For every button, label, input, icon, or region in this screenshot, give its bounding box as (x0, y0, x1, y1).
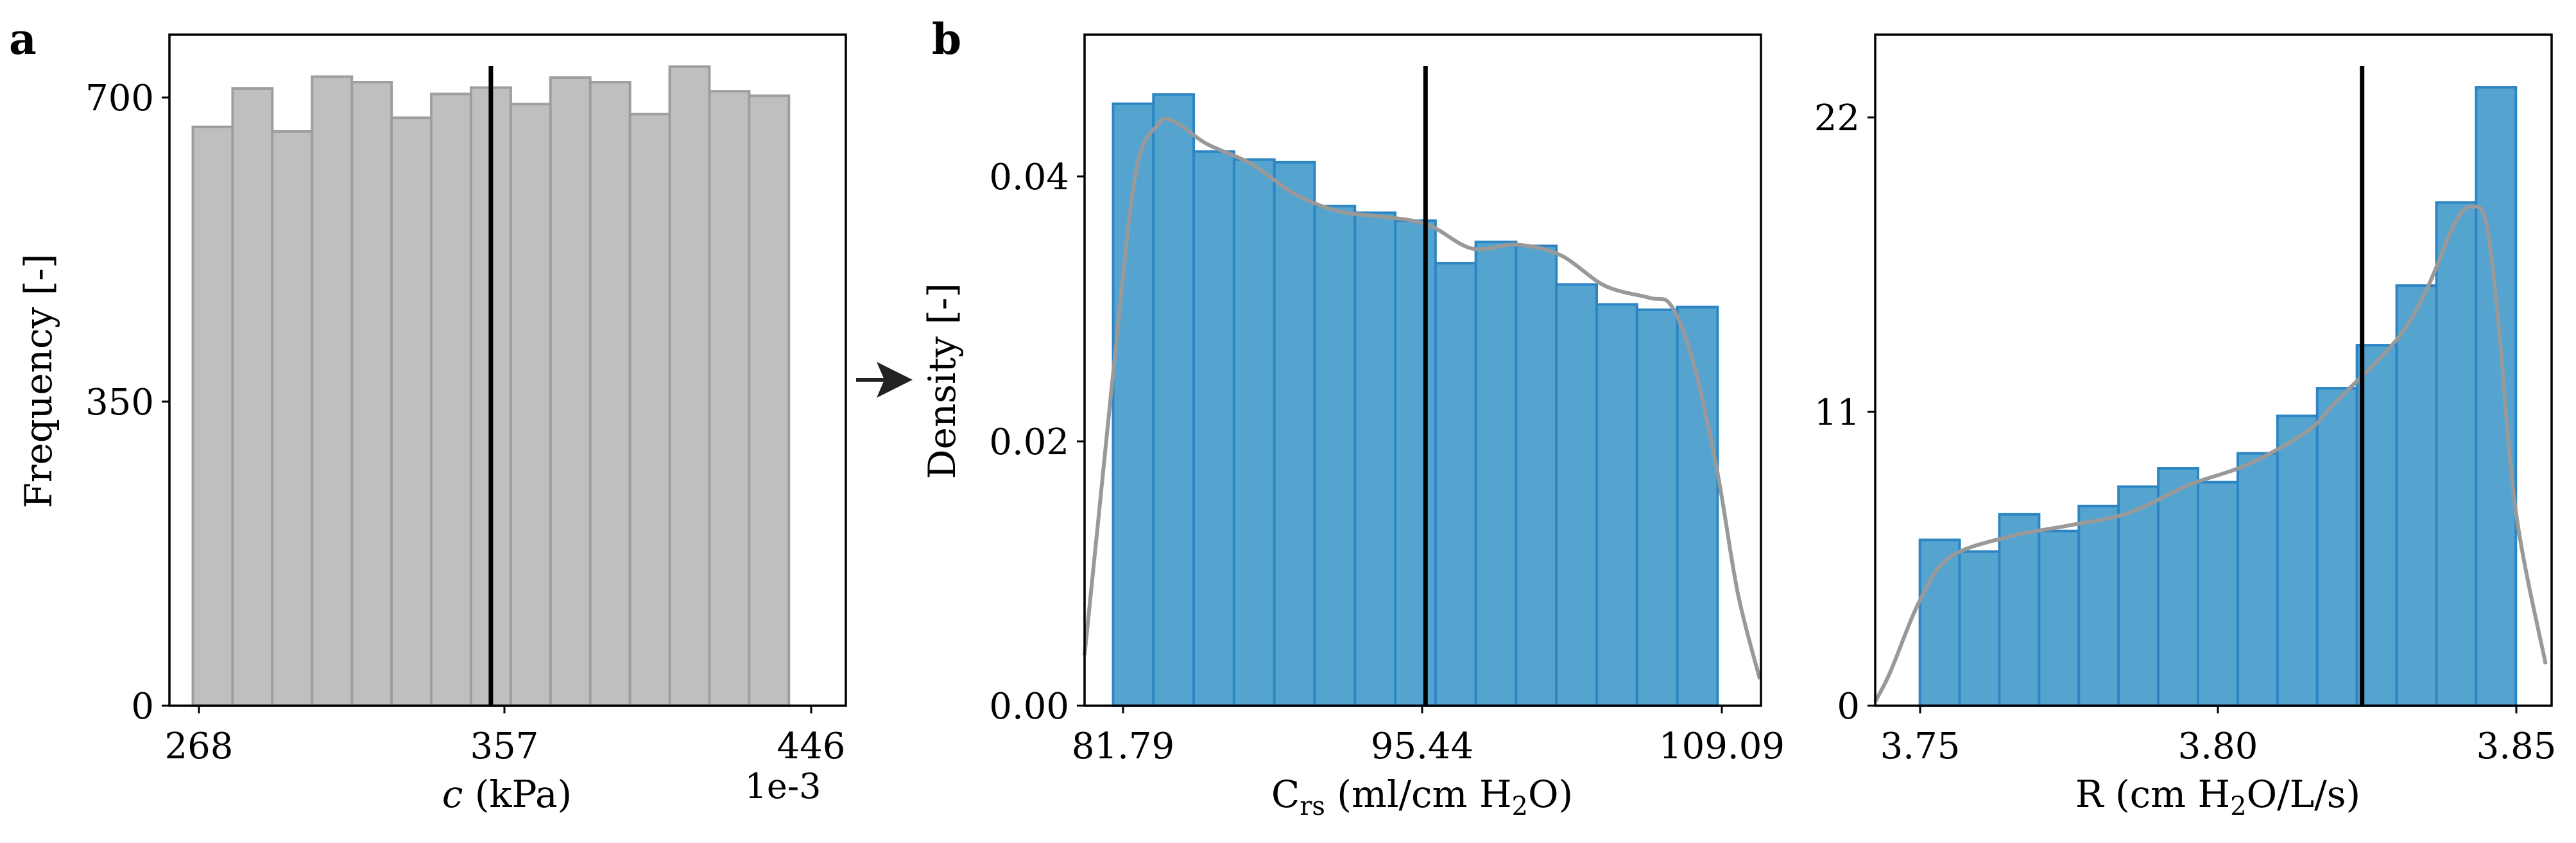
chart-c-bar (2077, 504, 2120, 707)
chart-b-bar (1152, 93, 1196, 707)
panel-letter-a: a (9, 14, 37, 64)
chart-b-xlabel-sub: rs (1300, 792, 1325, 821)
chart-a-xtick-label: 357 (470, 726, 539, 767)
chart-a-ytick-label: 0 (131, 686, 154, 728)
chart-c-bar (2236, 452, 2279, 707)
chart-b-ytick-label: 0.04 (989, 157, 1069, 198)
chart-b-xlabel-part: (ml/cm H (1325, 772, 1512, 816)
chart-c-xtick-label: 3.80 (2178, 726, 2258, 767)
chart-b-bar (1595, 303, 1638, 707)
chart-b-bar (1676, 305, 1719, 707)
chart-c-bar (2038, 529, 2081, 707)
chart-b-ytick-label: 0.02 (989, 422, 1069, 463)
chart-c-bar (2475, 86, 2518, 707)
chart-a-bar (390, 116, 433, 707)
chart-c-bar (2197, 481, 2239, 707)
chart-b-bar (1232, 158, 1276, 707)
chart-c-ytick-label: 0 (1837, 686, 1860, 728)
chart-c-xlabel-part: O/L/s) (2247, 772, 2361, 816)
chart-a: 0 350 700 268 357 446 1e-3 c (kPa) Frequ… (17, 33, 847, 816)
chart-b-bar (1273, 160, 1316, 707)
chart-c-bar (2435, 201, 2478, 707)
chart-c-bar (2395, 284, 2438, 707)
chart-b-xlabel-part: C (1271, 772, 1300, 816)
chart-c-ytick-label: 11 (1814, 392, 1860, 434)
chart-c-bar (2315, 387, 2358, 707)
chart-c-frame (1874, 33, 2553, 707)
chart-b-xtick-label: 81.79 (1072, 726, 1174, 767)
chart-c-xlabel-part: R (cm H (2075, 772, 2230, 816)
chart-c-bar (1998, 513, 2041, 707)
chart-c-bar (1958, 550, 2001, 707)
chart-c-bars (1918, 86, 2518, 707)
chart-a-bar (231, 87, 274, 708)
chart-a-xtick-label: 446 (777, 726, 846, 767)
chart-b-ytick-label: 0.00 (989, 686, 1069, 728)
chart-a-bar (668, 65, 711, 708)
arrow-icon (856, 362, 913, 398)
chart-a-bar (271, 130, 314, 708)
chart-c-bar (2157, 467, 2200, 707)
chart-b-xtick-label: 109.09 (1659, 726, 1785, 767)
chart-c-xlabel: R (cm H2O/L/s) (2075, 772, 2360, 821)
chart-a-bar (549, 76, 592, 707)
chart-a-xlabel: c (kPa) (442, 772, 572, 816)
chart-b-bars (1112, 93, 1719, 708)
chart-b-kde-line (1083, 116, 1762, 680)
chart-b-xlabel-part: O) (1528, 772, 1573, 816)
chart-a-xlabel-var: c (442, 772, 463, 816)
chart-b-bar (1313, 205, 1357, 707)
chart-a-ylabel: Frequency [-] (17, 254, 60, 509)
chart-b-bar (1353, 211, 1397, 707)
chart-c-ytick-label: 22 (1814, 98, 1860, 139)
chart-a-bar (430, 92, 472, 707)
chart-b-bar (1635, 308, 1679, 708)
chart-a-ytick-label: 700 (85, 78, 154, 119)
chart-a-bar (311, 75, 354, 708)
chart-b-ylabel: Density [-] (920, 283, 964, 479)
chart-b-bar (1394, 219, 1437, 707)
chart-a-xtick-label: 268 (165, 726, 234, 767)
chart-a-bar (509, 103, 552, 707)
chart-b-bar (1515, 244, 1558, 707)
chart-a-frame (168, 33, 847, 707)
chart-a-ytick-label: 350 (85, 382, 154, 423)
chart-b-bar (1434, 262, 1477, 707)
chart-b-xtick-label: 95.44 (1371, 726, 1473, 767)
chart-b-xlabel: Crs (ml/cm H2O) (1271, 772, 1573, 821)
chart-c: 0 11 22 3.75 3.80 3.85 R (cm H2O/L/s) (1814, 33, 2557, 821)
panel-letter-b: b (932, 14, 961, 64)
chart-b-bar (1555, 283, 1599, 707)
chart-a-offset-label: 1e-3 (745, 766, 821, 806)
chart-c-kde-line (1873, 204, 2548, 702)
chart-c-xtick-label: 3.75 (1880, 726, 1961, 767)
chart-a-bars (191, 65, 791, 708)
chart-c-xtick-label: 3.85 (2477, 726, 2557, 767)
chart-a-bar (708, 90, 751, 707)
chart-b-bar (1192, 150, 1235, 708)
chart-a-bar (748, 94, 791, 707)
chart-a-bar (588, 81, 631, 707)
chart-c-xlabel-sub: 2 (2230, 792, 2246, 821)
chart-a-bar (628, 112, 671, 707)
chart-a-bar (350, 81, 393, 707)
chart-c-bar (2117, 485, 2160, 707)
chart-b-bar (1474, 241, 1518, 707)
chart-a-bar (191, 125, 234, 707)
chart-a-xlabel-unit: (kPa) (463, 772, 572, 816)
chart-b: 0.00 0.02 0.04 81.79 95.44 109.09 Crs (m… (920, 33, 1785, 821)
chart-b-xlabel-sub: 2 (1512, 792, 1528, 821)
chart-c-bar (2276, 414, 2319, 707)
